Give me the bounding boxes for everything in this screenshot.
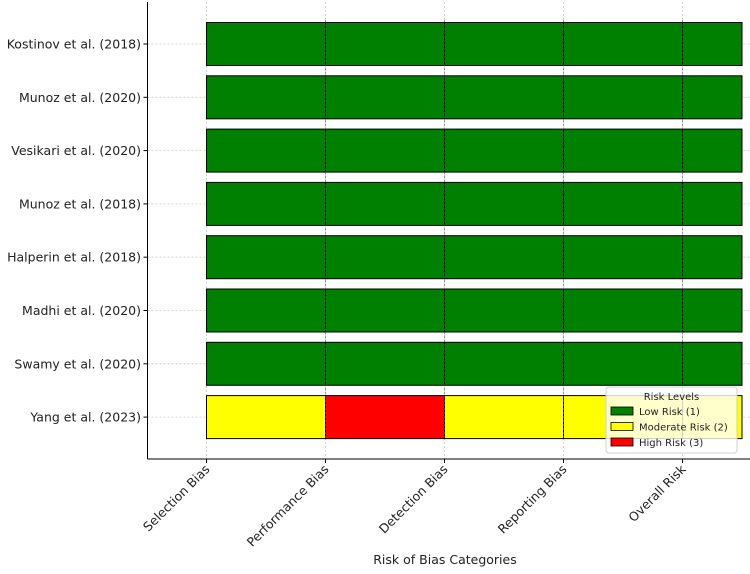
y-tick-label: Vesikari et al. (2020)	[11, 143, 141, 158]
legend: Risk Levels Low Risk (1) Moderate Risk (2)…	[605, 386, 738, 454]
heatmap-cell	[682, 235, 743, 280]
legend-label: Moderate Risk (2)	[639, 423, 728, 434]
axes	[147, 2, 750, 460]
heatmap-cell	[325, 395, 445, 440]
heatmap-cell	[682, 75, 743, 120]
heatmap-cell	[563, 22, 683, 66]
heatmap-cell	[682, 181, 743, 226]
heatmap-cell	[206, 341, 326, 386]
y-tick-label: Halperin et al. (2018)	[7, 250, 141, 265]
x-axis-title: Risk of Bias Categories	[373, 552, 516, 567]
legend-box	[605, 386, 738, 454]
y-tick-label: Munoz et al. (2020)	[19, 90, 141, 105]
heatmap-cell	[325, 288, 445, 333]
heatmap-cell	[206, 235, 326, 280]
x-tick-labels: Selection Bias Performance Bias Detection …	[140, 459, 689, 549]
heatmap-cell	[206, 288, 326, 333]
legend-swatch	[610, 406, 634, 416]
x-tick-label: Reporting Bias	[495, 462, 570, 537]
y-tick-label: Munoz et al. (2018)	[19, 196, 141, 211]
heatmap-cell	[563, 181, 683, 226]
heatmap-cell	[325, 341, 445, 386]
heatmap-cell	[563, 235, 683, 280]
heatmap-cell	[325, 181, 445, 226]
heatmap-cell	[563, 341, 683, 386]
heatmap-cell	[444, 22, 564, 66]
heatmap-cell	[444, 288, 564, 333]
heatmap-cell	[325, 128, 445, 173]
heatmap-cell	[206, 22, 326, 66]
heatmap-cell	[563, 128, 683, 173]
legend-swatch	[610, 437, 634, 447]
heatmap-cell	[682, 22, 743, 66]
y-tick-labels: Kostinov et al. (2018) Munoz et al. (2020…	[7, 37, 148, 425]
x-tick-label: Detection Bias	[376, 462, 451, 537]
heatmap-cell	[444, 395, 564, 440]
heatmap-cell	[444, 181, 564, 226]
heatmap-cell	[444, 341, 564, 386]
legend-label: Low Risk (1)	[639, 407, 700, 418]
heatmap-cell	[682, 128, 743, 173]
heatmap-cell	[563, 288, 683, 333]
heatmap-cells	[206, 20, 743, 440]
x-tick-label: Selection Bias	[140, 462, 213, 535]
heatmap-cell	[444, 75, 564, 120]
legend-title: Risk Levels	[644, 392, 700, 403]
x-tick-label: Performance Bias	[244, 462, 332, 550]
heatmap-cell	[325, 235, 445, 280]
heatmap-cell	[682, 288, 743, 333]
y-tick-label: Swamy et al. (2020)	[14, 356, 141, 371]
y-tick-label: Kostinov et al. (2018)	[7, 37, 141, 52]
heatmap-cell	[206, 75, 326, 120]
heatmap-cell	[325, 75, 445, 120]
heatmap-cell	[206, 181, 326, 226]
y-tick-label: Yang et al. (2023)	[29, 410, 141, 425]
legend-label: High Risk (3)	[639, 438, 703, 449]
heatmap-cell	[563, 75, 683, 120]
heatmap-cell	[444, 235, 564, 280]
legend-swatch	[610, 422, 634, 431]
heatmap-cell	[682, 341, 743, 386]
heatmap-cell	[206, 395, 326, 440]
heatmap-cell	[444, 128, 564, 173]
heatmap-cell	[325, 22, 445, 66]
heatmap-cell	[206, 128, 326, 173]
x-tick-label: Overall Risk	[625, 461, 689, 525]
y-tick-label: Madhi et al. (2020)	[22, 303, 141, 318]
